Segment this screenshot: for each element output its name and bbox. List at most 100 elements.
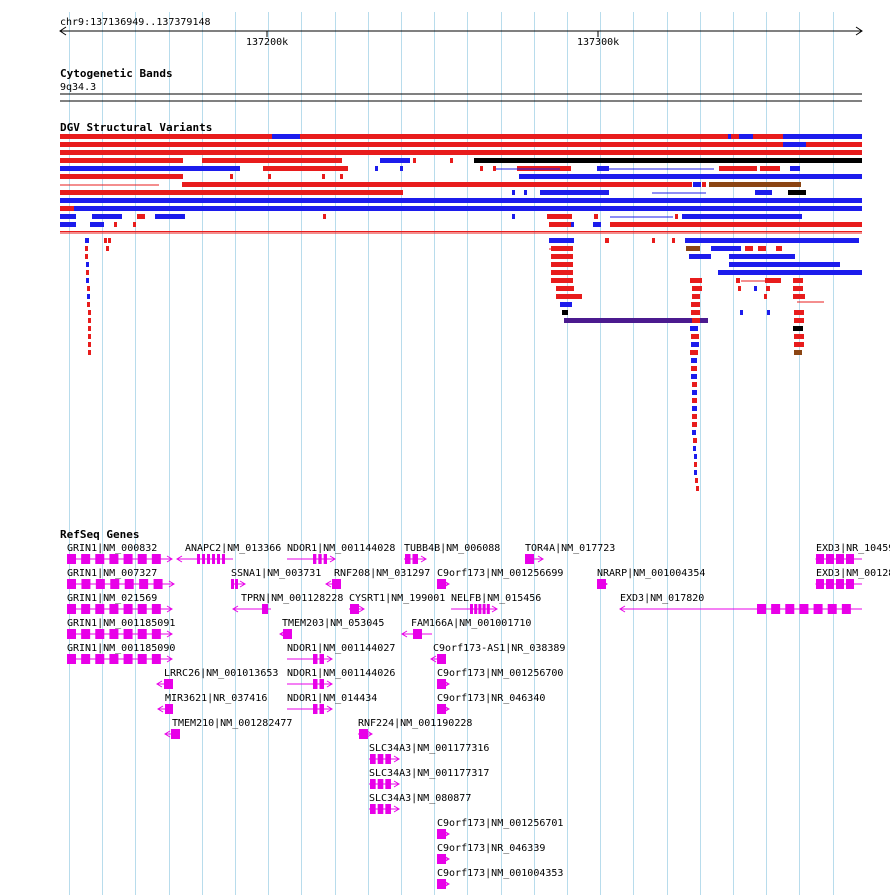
- dgv-variant[interactable]: [685, 238, 859, 243]
- dgv-variant[interactable]: [783, 134, 862, 139]
- dgv-variant[interactable]: [672, 238, 675, 243]
- refseq-gene[interactable]: NRARP|NM_001004354: [597, 568, 705, 589]
- dgv-variant[interactable]: [182, 182, 692, 187]
- dgv-variant[interactable]: [790, 166, 800, 171]
- dgv-variant[interactable]: [692, 414, 697, 419]
- dgv-variant[interactable]: [745, 246, 753, 251]
- dgv-variant[interactable]: [88, 334, 91, 339]
- dgv-variant[interactable]: [60, 174, 183, 179]
- dgv-variant[interactable]: [263, 166, 348, 171]
- dgv-variant[interactable]: [690, 278, 702, 283]
- dgv-variant[interactable]: [594, 214, 598, 219]
- dgv-variant[interactable]: [675, 214, 678, 219]
- dgv-variant[interactable]: [88, 326, 91, 331]
- dgv-variant[interactable]: [691, 358, 697, 363]
- dgv-variant[interactable]: [793, 278, 803, 283]
- dgv-variant[interactable]: [375, 166, 378, 171]
- dgv-variant[interactable]: [693, 438, 697, 443]
- dgv-variant[interactable]: [60, 214, 76, 219]
- dgv-variant[interactable]: [692, 318, 700, 323]
- dgv-variant[interactable]: [692, 406, 697, 411]
- dgv-variant[interactable]: [340, 174, 343, 179]
- refseq-gene[interactable]: C9orf173|NR_046340: [437, 693, 545, 714]
- refseq-gene[interactable]: EXD3|NM_00128: [815, 568, 890, 589]
- refseq-gene[interactable]: TPRN|NM_001128228: [232, 593, 343, 614]
- dgv-variant[interactable]: [764, 294, 767, 299]
- dgv-variant[interactable]: [593, 222, 601, 227]
- dgv-variant[interactable]: [729, 254, 795, 259]
- dgv-variant[interactable]: [155, 214, 185, 219]
- dgv-variant[interactable]: [765, 278, 781, 283]
- dgv-variant[interactable]: [272, 134, 300, 139]
- refseq-gene[interactable]: C9orf173|NR_046339: [437, 843, 545, 864]
- dgv-variant[interactable]: [711, 246, 741, 251]
- dgv-variant[interactable]: [755, 134, 767, 139]
- dgv-variant[interactable]: [556, 294, 582, 299]
- position-ruler[interactable]: chr9:137136949..137379148 137200k 137300…: [59, 17, 863, 48]
- dgv-variant[interactable]: [104, 238, 107, 243]
- dgv-variant[interactable]: [60, 206, 862, 211]
- dgv-variant[interactable]: [87, 302, 90, 307]
- dgv-variant[interactable]: [692, 398, 697, 403]
- dgv-variant[interactable]: [106, 246, 109, 251]
- dgv-variant[interactable]: [313, 134, 328, 139]
- refseq-gene[interactable]: GRIN1|NM_001185091: [67, 618, 175, 639]
- dgv-variant[interactable]: [60, 190, 403, 195]
- dgv-variant[interactable]: [729, 262, 840, 267]
- dgv-variant[interactable]: [694, 454, 697, 459]
- dgv-variant[interactable]: [793, 294, 805, 299]
- refseq-gene[interactable]: EXD3|NM_017820: [619, 593, 862, 614]
- dgv-variant[interactable]: [652, 238, 655, 243]
- dgv-variant[interactable]: [88, 310, 91, 315]
- dgv-variant[interactable]: [783, 142, 806, 147]
- dgv-variant[interactable]: [60, 150, 862, 155]
- refseq-gene[interactable]: C9orf173|NM_001256700: [437, 668, 563, 689]
- dgv-variant[interactable]: [519, 174, 862, 179]
- refseq-gene[interactable]: C9orf173|NM_001256699: [437, 568, 563, 589]
- dgv-variant[interactable]: [564, 318, 708, 323]
- dgv-variant[interactable]: [773, 134, 779, 139]
- dgv-variant[interactable]: [767, 310, 770, 315]
- dgv-variant[interactable]: [728, 134, 731, 139]
- dgv-variant[interactable]: [87, 294, 90, 299]
- refseq-gene[interactable]: ANAPC2|NM_013366: [176, 543, 281, 564]
- dgv-variant[interactable]: [691, 342, 699, 347]
- dgv-variant[interactable]: [549, 222, 571, 227]
- refseq-gene[interactable]: CYSRT1|NM_199001: [349, 593, 445, 614]
- dgv-variant[interactable]: [240, 134, 265, 139]
- dgv-variant[interactable]: [754, 286, 757, 291]
- dgv-variant[interactable]: [400, 166, 403, 171]
- dgv-variant[interactable]: [413, 158, 416, 163]
- dgv-variant[interactable]: [740, 310, 743, 315]
- cytoband-track[interactable]: Cytogenetic Bands 9q34.3: [60, 67, 862, 102]
- refseq-gene[interactable]: GRIN1|NM_021569: [67, 593, 173, 614]
- dgv-variant[interactable]: [60, 231, 862, 232]
- dgv-variant[interactable]: [562, 310, 568, 315]
- dgv-variant[interactable]: [551, 278, 573, 283]
- refseq-track[interactable]: RefSeq Genes GRIN1|NM_000832 GRIN1|NM_007…: [60, 528, 890, 889]
- dgv-variant[interactable]: [108, 238, 111, 243]
- dgv-variant[interactable]: [230, 174, 233, 179]
- refseq-gene[interactable]: TMEM203|NM_053045: [279, 618, 384, 639]
- refseq-gene[interactable]: C9orf173-AS1|NR_038389: [430, 643, 565, 664]
- dgv-variant[interactable]: [793, 286, 803, 291]
- dgv-variant[interactable]: [137, 214, 145, 219]
- dgv-variant[interactable]: [692, 430, 696, 435]
- dgv-variant[interactable]: [692, 294, 700, 299]
- refseq-gene[interactable]: RNF208|NM_031297: [325, 568, 430, 589]
- dgv-variant[interactable]: [547, 214, 572, 219]
- dgv-variant[interactable]: [551, 262, 573, 267]
- dgv-variant[interactable]: [794, 350, 802, 355]
- dgv-variant[interactable]: [549, 238, 574, 243]
- refseq-gene[interactable]: NDOR1|NM_001144026: [287, 668, 395, 689]
- refseq-gene[interactable]: TUBB4B|NM_006088: [404, 543, 500, 564]
- refseq-gene[interactable]: NDOR1|NM_001144028: [287, 543, 395, 564]
- dgv-variant[interactable]: [551, 270, 573, 275]
- dgv-variant[interactable]: [686, 246, 700, 251]
- dgv-variant[interactable]: [788, 190, 806, 195]
- dgv-variant[interactable]: [766, 286, 770, 291]
- dgv-variant-features[interactable]: [60, 134, 862, 491]
- dgv-variant[interactable]: [696, 486, 699, 491]
- dgv-variant[interactable]: [493, 166, 496, 171]
- refseq-gene[interactable]: LRRC26|NM_001013653: [156, 668, 278, 689]
